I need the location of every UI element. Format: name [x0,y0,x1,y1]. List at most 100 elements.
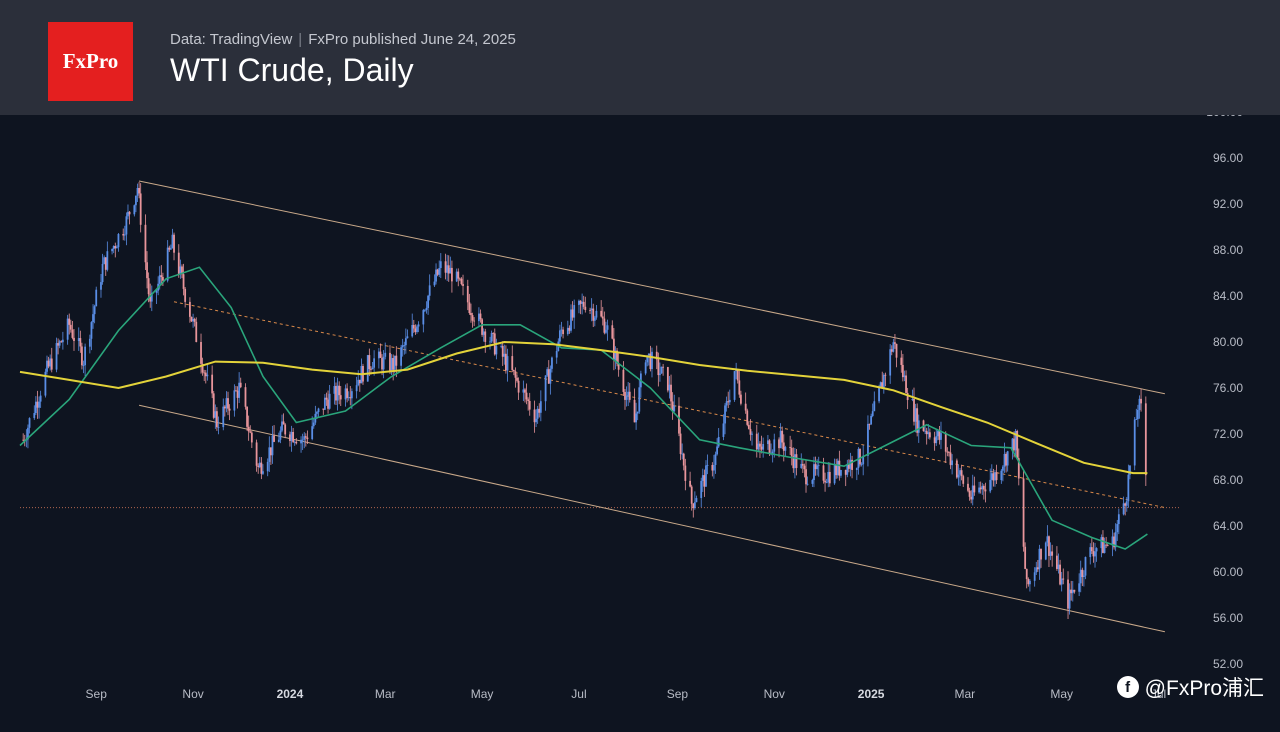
candle-body [757,443,760,450]
candle-body [384,352,387,357]
candle-body [549,368,552,384]
candle-body [905,375,907,393]
candle-body [682,453,685,466]
candle-body [449,267,452,274]
candle-body [169,248,172,250]
candle-body [436,269,439,275]
candle-body [1114,532,1117,548]
candle-body [139,193,142,225]
candle-body [1025,568,1028,580]
candle-body [239,382,242,388]
candle-body [235,390,237,392]
candle-body [371,367,374,370]
candle-body [940,433,942,440]
candle-body [1106,545,1109,546]
candle-body [123,234,126,236]
candle-body [914,408,917,422]
candle-body [1125,501,1128,506]
candle-body [212,393,215,418]
candle-body [125,216,128,235]
candle-body [444,261,447,273]
candle-body [955,460,958,478]
candle-body [424,309,426,311]
candle-body [973,485,976,493]
candle-body [216,411,218,428]
candle-body [447,265,450,274]
candle-body [1002,466,1004,471]
candle-body [34,401,37,414]
candle-body [223,406,226,409]
candle-body [1062,578,1065,580]
candle-body [1013,438,1015,451]
candle-body [466,285,469,303]
y-tick-label: 56.00 [1213,611,1243,625]
candle-body [1057,564,1060,569]
candle-body [558,330,561,342]
candle-body [184,288,187,302]
candle-body [870,415,873,425]
candle-body [425,307,428,310]
candle-body [328,393,331,409]
candle-body [878,386,880,402]
candle-body [789,446,792,448]
candle-body [860,464,863,466]
candle-body [749,428,752,435]
candle-body [935,436,938,444]
candle-body [1005,453,1007,466]
candle-body [978,487,980,493]
candle-body [357,379,360,386]
candle-body [651,351,653,370]
candle-body [838,460,841,476]
candle-body [889,349,892,376]
candle-body [279,430,282,440]
candle-body [355,385,358,392]
candle-body [304,436,307,438]
candle-body [562,329,564,335]
candle-body [501,345,504,357]
candle-body [655,351,658,360]
candle-body [811,480,814,484]
candle-body [38,401,40,408]
candle-body [657,359,660,376]
candle-body [1105,544,1108,546]
candle-body [722,423,725,437]
candle-body [166,247,169,281]
candle-body [982,485,985,490]
candle-body [660,366,663,374]
candle-body [967,483,969,491]
candle-body [717,436,720,447]
candle-body [225,398,228,409]
candle-body [925,430,928,435]
candle-body [455,271,458,282]
candle-body [705,465,707,487]
candle-body [716,446,718,455]
candle-body [1056,555,1058,569]
candle-body [281,421,283,431]
candle-body [1127,474,1130,502]
candle-body [573,305,576,318]
candle-body [103,257,106,264]
candle-body [162,277,164,281]
y-tick-label: 60.00 [1213,565,1243,579]
candle-body [779,430,782,449]
candle-body [22,439,25,441]
candle-body [828,471,831,484]
candle-body [47,360,50,367]
candle-body [906,392,909,401]
candle-body [439,261,442,269]
candle-body [370,369,372,370]
candle-body [825,482,828,484]
candle-body [768,440,771,454]
y-tick-label: 80.00 [1213,335,1243,349]
candle-body [544,375,547,402]
candle-body [250,432,253,443]
candle-body [962,476,965,484]
candle-body [146,262,148,279]
candle-body [414,328,417,333]
candle-body [422,310,425,325]
candle-body [917,420,920,433]
candle-body [282,421,285,425]
logo-text: FxPro [62,49,119,73]
candle-body [290,431,293,441]
candle-body [468,302,471,314]
